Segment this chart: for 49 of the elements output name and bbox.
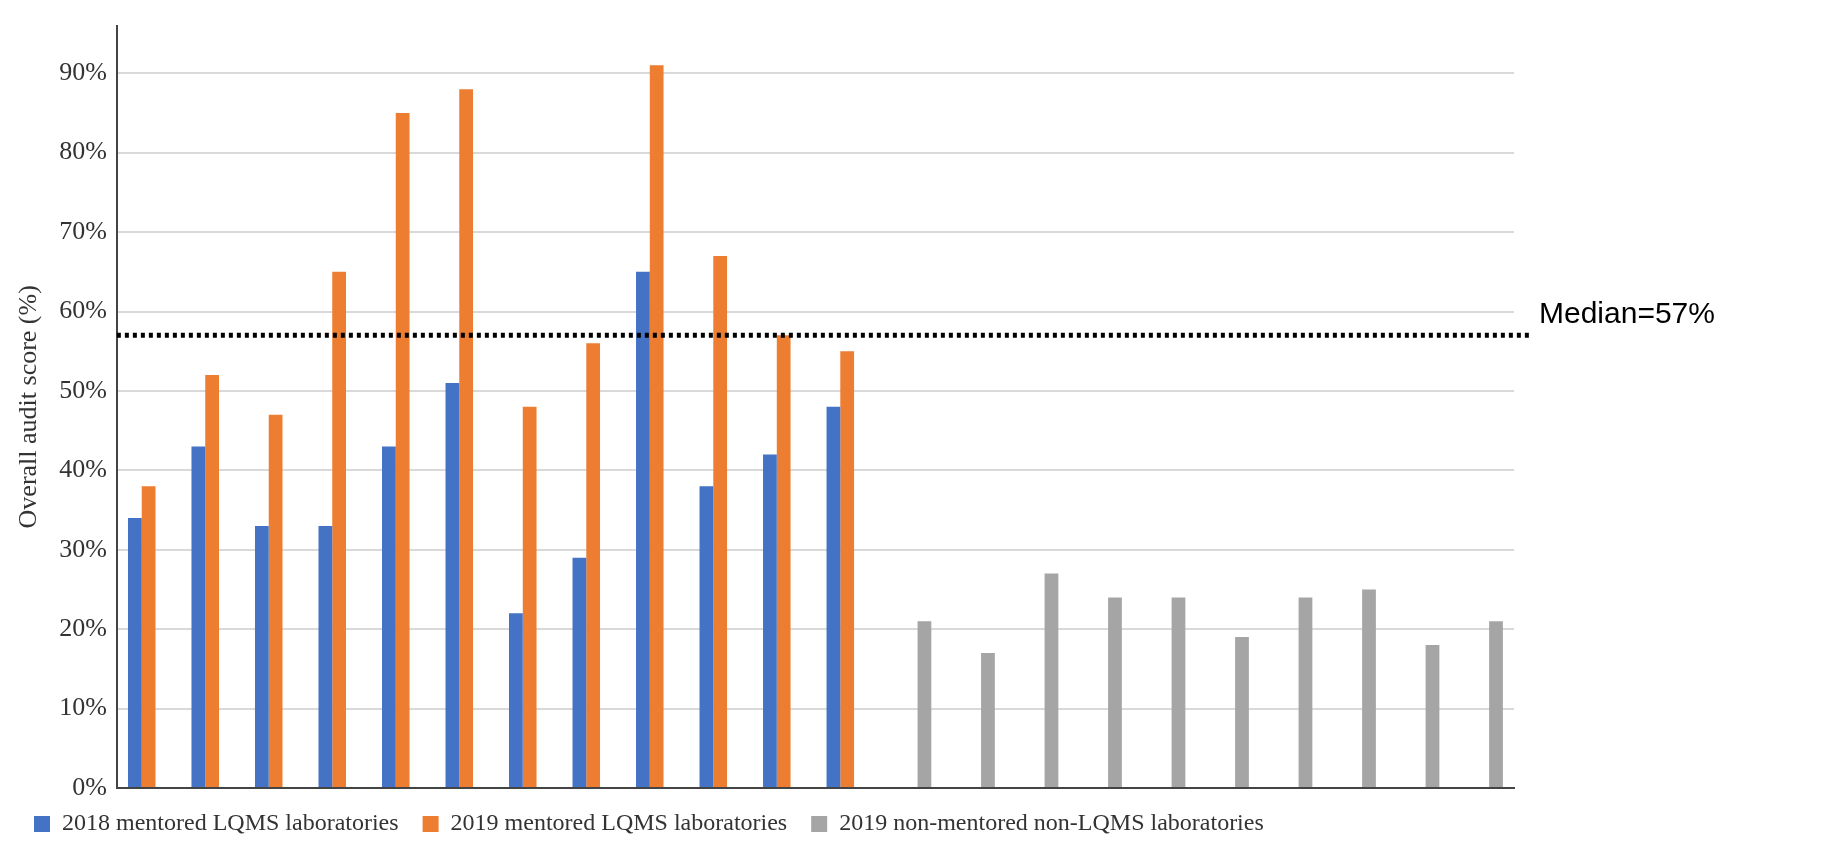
bar	[763, 454, 777, 787]
y-tick-label: 70%	[59, 215, 107, 245]
legend-label: 2019 mentored LQMS laboratories	[450, 809, 788, 836]
bar	[332, 271, 347, 787]
bar	[1298, 597, 1313, 787]
bar	[826, 406, 841, 787]
bar	[1362, 589, 1376, 787]
bar	[713, 255, 728, 787]
bar	[445, 382, 460, 787]
bar	[318, 525, 333, 787]
bar	[382, 446, 396, 787]
y-tick-label: 40%	[59, 454, 107, 484]
bar	[981, 652, 995, 787]
bar	[268, 414, 283, 787]
bar	[141, 486, 156, 787]
bar	[1108, 597, 1122, 787]
y-tick-label: 50%	[59, 374, 107, 404]
bar	[205, 375, 219, 787]
y-tick-label: 60%	[59, 295, 107, 325]
bar	[586, 343, 601, 787]
legend-label: 2018 mentored LQMS laboratories	[62, 809, 399, 836]
bar	[395, 112, 410, 787]
y-axis-title: Overall audit score (%)	[13, 285, 43, 529]
y-tick-label: 90%	[59, 57, 107, 87]
bar	[699, 486, 714, 787]
bar	[509, 613, 523, 787]
y-tick-label: 80%	[59, 136, 107, 166]
bar	[636, 271, 650, 787]
bar	[522, 406, 537, 787]
y-tick-label: 30%	[59, 533, 107, 563]
bar	[1044, 573, 1059, 787]
y-tick-label: 0%	[72, 771, 107, 801]
bar	[917, 621, 932, 787]
y-tick-label: 10%	[59, 692, 107, 722]
bar	[572, 557, 587, 787]
bar	[840, 351, 855, 787]
bar	[1235, 637, 1249, 787]
legend-label: 2019 non-mentored non-LQMS laboratories	[839, 809, 1264, 836]
bar	[1171, 597, 1186, 787]
bar	[191, 446, 206, 787]
bar	[254, 525, 269, 787]
bar	[776, 335, 791, 787]
bar	[459, 89, 474, 787]
bar	[1489, 621, 1503, 787]
bar	[1425, 645, 1440, 787]
bar	[649, 65, 664, 787]
bar	[127, 517, 142, 787]
y-tick-label: 20%	[59, 612, 107, 642]
ref-line-label: Median=57%	[1539, 295, 1715, 329]
